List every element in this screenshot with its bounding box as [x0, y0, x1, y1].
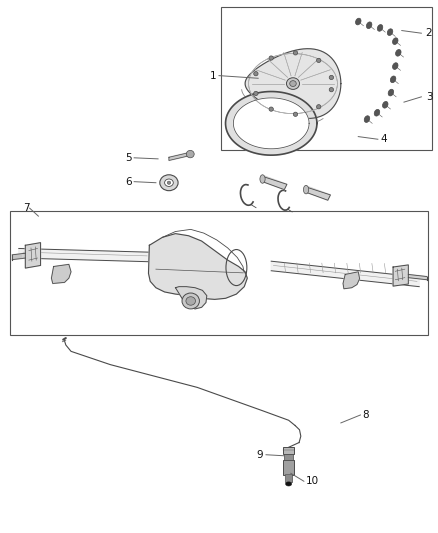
- Ellipse shape: [329, 75, 334, 79]
- Ellipse shape: [388, 89, 394, 96]
- Ellipse shape: [396, 50, 401, 56]
- Text: 10: 10: [306, 477, 319, 486]
- Ellipse shape: [392, 38, 398, 44]
- Polygon shape: [169, 152, 189, 160]
- Polygon shape: [233, 98, 309, 149]
- Polygon shape: [25, 243, 41, 268]
- Bar: [283, 459, 294, 475]
- Ellipse shape: [317, 58, 321, 62]
- Text: 4: 4: [380, 134, 387, 144]
- Ellipse shape: [269, 107, 273, 111]
- Polygon shape: [176, 287, 207, 309]
- Polygon shape: [343, 272, 360, 289]
- Ellipse shape: [290, 80, 296, 86]
- Ellipse shape: [254, 91, 258, 95]
- Ellipse shape: [377, 25, 383, 31]
- Text: 5: 5: [125, 153, 132, 163]
- Ellipse shape: [356, 18, 361, 25]
- Ellipse shape: [286, 482, 292, 486]
- Polygon shape: [148, 233, 247, 300]
- Text: 7: 7: [23, 203, 30, 213]
- Polygon shape: [408, 274, 427, 280]
- Text: 8: 8: [363, 410, 369, 420]
- Polygon shape: [245, 49, 341, 118]
- Text: 9: 9: [256, 450, 262, 460]
- Ellipse shape: [374, 109, 380, 116]
- Ellipse shape: [382, 101, 388, 108]
- Polygon shape: [51, 264, 71, 284]
- Ellipse shape: [293, 51, 298, 55]
- Ellipse shape: [293, 112, 298, 116]
- Ellipse shape: [165, 179, 173, 187]
- Ellipse shape: [160, 175, 178, 191]
- Ellipse shape: [390, 76, 396, 83]
- Ellipse shape: [167, 181, 171, 184]
- Polygon shape: [271, 261, 419, 287]
- Polygon shape: [306, 187, 330, 200]
- Text: 2: 2: [426, 28, 432, 38]
- Ellipse shape: [186, 150, 194, 158]
- Text: 3: 3: [426, 92, 432, 102]
- Polygon shape: [393, 265, 408, 286]
- Ellipse shape: [364, 116, 370, 123]
- Polygon shape: [226, 92, 317, 155]
- Ellipse shape: [387, 29, 393, 36]
- Bar: [10, 211, 428, 335]
- Ellipse shape: [286, 78, 300, 90]
- Polygon shape: [19, 248, 149, 262]
- Ellipse shape: [317, 104, 321, 109]
- Ellipse shape: [329, 87, 334, 92]
- Bar: [221, 7, 432, 150]
- Ellipse shape: [367, 22, 372, 29]
- Ellipse shape: [186, 297, 195, 305]
- Text: 1: 1: [210, 70, 217, 80]
- Polygon shape: [262, 176, 287, 190]
- Polygon shape: [12, 253, 25, 260]
- Ellipse shape: [392, 63, 398, 69]
- Bar: [285, 474, 292, 482]
- Ellipse shape: [260, 175, 265, 183]
- Ellipse shape: [269, 56, 273, 60]
- Text: 6: 6: [125, 176, 132, 187]
- Ellipse shape: [182, 293, 199, 309]
- Bar: [284, 454, 293, 459]
- Ellipse shape: [254, 71, 258, 76]
- Bar: [283, 447, 294, 454]
- Ellipse shape: [304, 185, 309, 194]
